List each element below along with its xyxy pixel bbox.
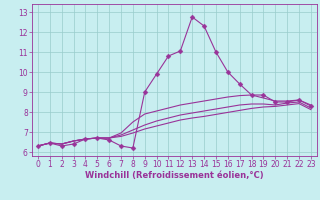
X-axis label: Windchill (Refroidissement éolien,°C): Windchill (Refroidissement éolien,°C) <box>85 171 264 180</box>
